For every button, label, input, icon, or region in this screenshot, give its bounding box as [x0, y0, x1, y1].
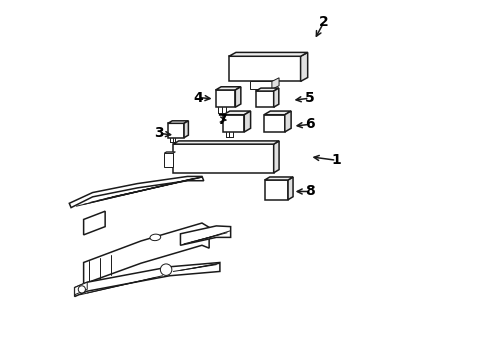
Ellipse shape: [150, 234, 161, 240]
Polygon shape: [265, 180, 288, 200]
Polygon shape: [264, 115, 285, 132]
Polygon shape: [229, 56, 300, 81]
Polygon shape: [168, 123, 184, 138]
Text: 5: 5: [305, 91, 315, 105]
Polygon shape: [256, 91, 274, 107]
Text: 2: 2: [319, 15, 329, 29]
Polygon shape: [223, 115, 245, 132]
Polygon shape: [265, 177, 293, 180]
Text: 7: 7: [218, 113, 227, 127]
Polygon shape: [180, 226, 231, 245]
Polygon shape: [69, 176, 204, 208]
Polygon shape: [164, 153, 173, 167]
Text: 6: 6: [305, 117, 315, 131]
Text: 1: 1: [332, 153, 342, 167]
Text: 3: 3: [154, 126, 164, 140]
Polygon shape: [216, 87, 241, 90]
Polygon shape: [184, 121, 188, 138]
Polygon shape: [173, 141, 279, 144]
Polygon shape: [84, 223, 209, 284]
Polygon shape: [74, 282, 87, 295]
Polygon shape: [84, 211, 105, 235]
Polygon shape: [245, 111, 250, 132]
Polygon shape: [272, 78, 279, 89]
Circle shape: [78, 286, 85, 293]
Polygon shape: [250, 81, 272, 89]
Polygon shape: [256, 88, 279, 91]
Polygon shape: [264, 111, 291, 115]
Polygon shape: [235, 87, 241, 107]
Polygon shape: [229, 53, 308, 56]
Polygon shape: [223, 111, 250, 115]
Polygon shape: [285, 111, 291, 132]
Polygon shape: [74, 262, 220, 297]
Polygon shape: [288, 177, 293, 200]
Text: 8: 8: [305, 184, 315, 198]
Polygon shape: [216, 90, 235, 107]
Text: 4: 4: [194, 90, 203, 104]
Polygon shape: [300, 53, 308, 81]
Polygon shape: [274, 88, 279, 107]
Polygon shape: [274, 141, 279, 173]
Circle shape: [160, 264, 172, 275]
Polygon shape: [173, 144, 274, 173]
Polygon shape: [168, 121, 188, 123]
Polygon shape: [164, 152, 175, 153]
